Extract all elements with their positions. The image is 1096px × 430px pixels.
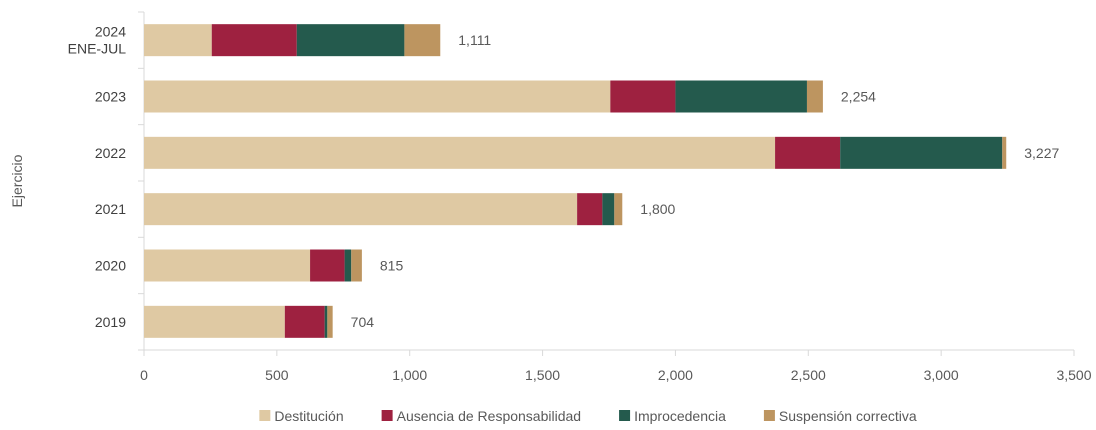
legend-label: Destitución [274, 408, 343, 424]
total-label: 704 [351, 314, 375, 330]
bar-segment-0 [144, 24, 212, 57]
category-label-line: 2022 [95, 145, 126, 161]
bar-segment-3 [614, 193, 623, 226]
bar-segment-3 [327, 305, 333, 338]
value-tick-label: 500 [265, 367, 289, 383]
bar-segment-2 [840, 136, 1003, 169]
bar-segment-0 [144, 193, 578, 226]
category-label: 2021 [95, 201, 126, 217]
category-label: 2020 [95, 258, 126, 274]
legend-item: Suspensión correctiva [763, 408, 917, 424]
y-axis-title-group: Ejercicio [9, 154, 25, 207]
value-axis: 0 500 1,000 1,500 2,000 2,500 3,000 3,500 [140, 349, 1092, 383]
bar-segment-1 [211, 24, 297, 57]
total-label: 1,111 [458, 32, 491, 48]
category-label: 2022 [95, 145, 126, 161]
y-axis-title: Ejercicio [9, 154, 25, 207]
legend-item: Improcedencia [619, 408, 726, 424]
bar-segment-3 [404, 24, 441, 57]
legend-item: Ausencia de Responsabilidad [381, 408, 581, 424]
total-label: 2,254 [841, 89, 876, 105]
value-tick-label: 2,500 [791, 367, 826, 383]
category-label-line: 2024 [95, 24, 126, 40]
bar-segment-0 [144, 305, 285, 338]
bar-segment-3 [351, 249, 362, 282]
category-label-line: 2021 [95, 201, 126, 217]
value-tick-label: 1,500 [525, 367, 560, 383]
bar-segment-1 [577, 193, 603, 226]
total-label: 1,800 [640, 201, 675, 217]
category-label-line: ENE-JUL [68, 41, 127, 57]
legend-label: Improcedencia [634, 408, 726, 424]
value-tick-label: 1,000 [392, 367, 427, 383]
category-axis: 2024 ENE-JUL 2023 2022 2021 2020 2019 [68, 11, 145, 351]
legend: Destitución Ausencia de Responsabilidad Im… [259, 408, 917, 424]
legend-swatch [381, 410, 393, 421]
category-label: 2023 [95, 89, 126, 105]
legend-label: Suspensión correctiva [779, 408, 917, 424]
value-tick-label: 3,000 [924, 367, 959, 383]
total-label: 3,227 [1024, 145, 1059, 161]
bar-segment-1 [775, 136, 841, 169]
category-label: 2019 [95, 314, 126, 330]
legend-item: Destitución [259, 408, 344, 424]
bar-segment-2 [296, 24, 405, 57]
value-tick-label: 2,000 [658, 367, 693, 383]
bar-segment-1 [284, 305, 325, 338]
bar-segment-1 [310, 249, 345, 282]
total-label: 815 [380, 258, 404, 274]
category-label: 2024 ENE-JUL [68, 24, 127, 57]
category-label-line: 2023 [95, 89, 126, 105]
bar-segment-0 [144, 249, 311, 282]
category-label-line: 2019 [95, 314, 126, 330]
bar-segment-0 [144, 80, 611, 113]
bars [144, 24, 1007, 338]
bar-segment-2 [602, 193, 615, 226]
legend-swatch [619, 410, 631, 421]
legend-swatch [259, 410, 271, 421]
bar-segment-3 [806, 80, 823, 113]
bar-segment-2 [344, 249, 352, 282]
legend-swatch [763, 410, 775, 421]
total-labels: 1,111 2,254 3,227 1,800 815 704 [351, 32, 1060, 330]
value-tick-label: 0 [140, 367, 148, 383]
bar-segment-2 [324, 305, 328, 338]
bar-segment-2 [675, 80, 807, 113]
bar-segment-3 [1002, 136, 1007, 169]
bar-segment-0 [144, 136, 776, 169]
bar-segment-1 [610, 80, 676, 113]
value-tick-label: 3,500 [1056, 367, 1091, 383]
category-label-line: 2020 [95, 258, 126, 274]
legend-label: Ausencia de Responsabilidad [397, 408, 581, 424]
